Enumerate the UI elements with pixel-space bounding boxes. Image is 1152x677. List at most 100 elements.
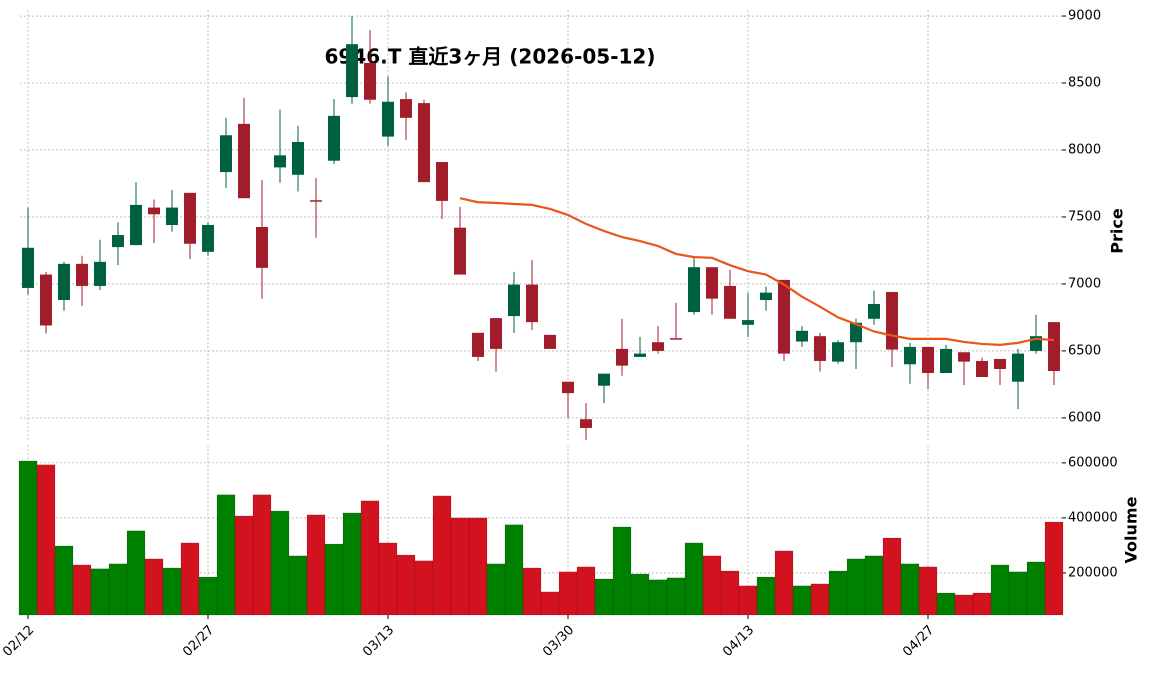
y-tick-label: 200000 [1068, 565, 1118, 580]
volume-bar [720, 570, 740, 616]
volume-bar [108, 563, 128, 616]
candle-body [490, 318, 502, 349]
candle-body [670, 338, 682, 340]
volume-bar [522, 567, 542, 616]
candle-body [850, 322, 862, 343]
candle-body [652, 342, 664, 351]
volume-bar [360, 500, 380, 616]
volume-bar [918, 566, 938, 616]
volume-bar [738, 585, 758, 616]
volume-bar [162, 567, 182, 616]
x-tick-label: 03/13 [360, 623, 397, 660]
candle-body [76, 263, 88, 286]
volume-bar [882, 537, 902, 616]
volume-bar [594, 578, 614, 616]
candle-body [1012, 353, 1024, 382]
candle-body [994, 358, 1006, 369]
candle-body [148, 207, 160, 215]
candle-body [544, 334, 556, 349]
candle-body [436, 162, 448, 201]
moving-average-line [459, 197, 1055, 346]
volume-bar [198, 576, 218, 616]
volume-bar [126, 530, 146, 616]
candle-body [526, 284, 538, 323]
volume-bar [252, 494, 272, 616]
volume-bar [774, 550, 794, 616]
y-tick-label: 600000 [1068, 455, 1118, 470]
candle-body [184, 192, 196, 244]
volume-bar [792, 585, 812, 616]
volume-bar [1026, 561, 1046, 616]
candle-body [22, 247, 34, 288]
volume-bar [828, 570, 848, 616]
candle-body [832, 342, 844, 362]
candle-body [634, 353, 646, 357]
candle-body [724, 285, 736, 319]
volume-bar [684, 542, 704, 616]
candle-body [274, 155, 286, 168]
candle-body [886, 291, 898, 350]
candle-body [94, 261, 106, 286]
volume-bar [936, 592, 956, 616]
volume-bar [288, 555, 308, 616]
candle-body [292, 141, 304, 175]
volume-bar [342, 512, 362, 616]
volume-bar [144, 558, 164, 616]
candle-body [454, 227, 466, 275]
candle-body [40, 274, 52, 326]
volume-bar [846, 558, 866, 616]
y-tick-label: 7500 [1068, 209, 1101, 224]
candle-body [976, 360, 988, 378]
volume-bar [270, 510, 290, 616]
volume-bar [954, 594, 974, 616]
candle-body [922, 346, 934, 374]
volume-bar [630, 573, 650, 616]
volume-bar [1044, 521, 1064, 616]
x-tick-label: 03/30 [540, 623, 577, 660]
volume-bar [378, 542, 398, 616]
candle-body [706, 267, 718, 299]
candle-body [364, 62, 376, 100]
x-tick-label: 04/13 [720, 623, 757, 660]
candle-body [814, 336, 826, 361]
y-tick-label: 6000 [1068, 410, 1101, 425]
volume-bar [432, 495, 452, 616]
y-tick-label: 8000 [1068, 142, 1101, 157]
y-tick-label: 8500 [1068, 76, 1101, 91]
y-axis-label: Volume [1122, 496, 1141, 563]
volume-bar [1008, 571, 1028, 616]
candle-body [796, 330, 808, 342]
candle-body [58, 263, 70, 301]
volume-bar [36, 464, 56, 616]
candle-body [382, 101, 394, 137]
candle-body [562, 381, 574, 394]
volume-bar [234, 515, 254, 616]
volume-bar [90, 568, 110, 616]
candle-body [418, 103, 430, 183]
candle-body [868, 304, 880, 319]
y-tick-label: 6500 [1068, 343, 1101, 358]
candle-body [238, 123, 250, 199]
x-tick-label: 02/27 [180, 623, 217, 660]
y-tick-label: 400000 [1068, 510, 1118, 525]
volume-bar [504, 524, 524, 616]
x-tick-label: 02/12 [0, 623, 37, 660]
candle-body [328, 115, 340, 161]
chart-title: 6946.T 直近3ヶ月 (2026-05-12) [325, 45, 656, 69]
candle-body [778, 279, 790, 354]
candle-body [742, 320, 754, 325]
candle-body [130, 204, 142, 246]
volume-bar [396, 554, 416, 616]
volume-bar [468, 517, 488, 616]
x-tick-label: 04/27 [900, 623, 937, 660]
volume-bar [72, 564, 92, 616]
volume-bar [666, 577, 686, 616]
candle-body [220, 135, 232, 173]
y-axis-label: Price [1108, 208, 1127, 254]
volume-bar [864, 555, 884, 616]
candle-body [760, 292, 772, 301]
volume-bar [612, 526, 632, 616]
volume-bar [324, 543, 344, 616]
candle-body [112, 235, 124, 248]
